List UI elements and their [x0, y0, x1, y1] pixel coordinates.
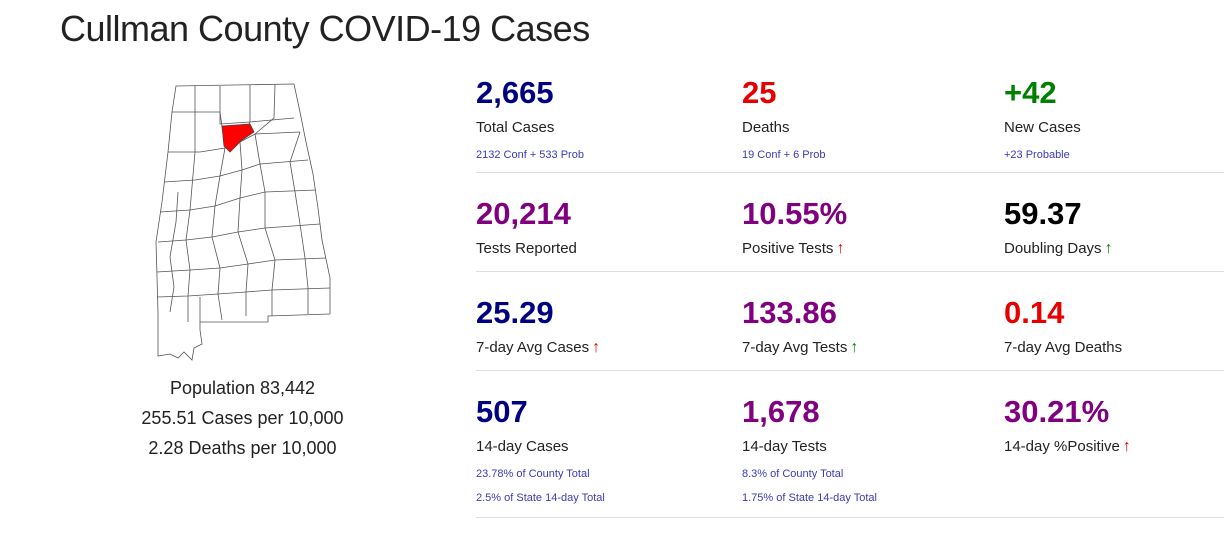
stats-row-totals: 2,665 Total Cases 2132 Conf + 533 Prob 2… — [476, 70, 1224, 173]
tests-14day-label: 14-day Tests — [742, 438, 827, 455]
up-arrow-icon: ↑ — [836, 240, 845, 257]
doubling-days-label-row: Doubling Days ↑ — [1004, 239, 1113, 259]
positive-tests-label-row: Positive Tests ↑ — [742, 239, 847, 259]
new-cases-stat: +42 New Cases +23 Probable — [1004, 70, 1081, 162]
stats-row-7day: 25.29 7-day Avg Cases ↑ 133.86 7-day Avg … — [476, 272, 1224, 371]
county-summary: Population 83,442 255.51 Cases per 10,00… — [130, 373, 355, 463]
deaths-per-10000-text: 2.28 Deaths per 10,000 — [148, 438, 337, 458]
cases-14day-county-pct: 23.78% of County Total — [476, 468, 590, 480]
positive-14day-label-row: 14-day %Positive ↑ — [1004, 437, 1131, 457]
tests-reported-stat: 20,214 Tests Reported — [476, 173, 577, 259]
avg-cases-7day-stat: 25.29 7-day Avg Cases ↑ — [476, 272, 600, 358]
positive-tests-stat: 10.55% Positive Tests ↑ — [742, 173, 847, 259]
total-cases-stat: 2,665 Total Cases 2132 Conf + 533 Prob — [476, 70, 584, 162]
avg-cases-7day-label: 7-day Avg Cases — [476, 339, 590, 356]
up-arrow-icon: ↑ — [1122, 438, 1131, 455]
cullman-county-highlight[interactable] — [221, 123, 255, 153]
tests-reported-value: 20,214 — [476, 196, 571, 231]
new-cases-value: +42 — [1004, 75, 1057, 110]
total-cases-breakdown: 2132 Conf + 533 Prob — [476, 149, 584, 161]
up-arrow-icon: ↑ — [1104, 240, 1113, 257]
total-cases-value: 2,665 — [476, 75, 554, 110]
stats-grid: 2,665 Total Cases 2132 Conf + 533 Prob 2… — [476, 70, 1224, 518]
cases-per-10000-text: 255.51 Cases per 10,000 — [141, 408, 344, 428]
stats-row-tests: 20,214 Tests Reported 10.55% Positive Te… — [476, 173, 1224, 272]
deaths-label: Deaths — [742, 119, 790, 136]
avg-deaths-7day-stat: 0.14 7-day Avg Deaths — [1004, 272, 1122, 358]
deaths-value: 25 — [742, 75, 777, 110]
up-arrow-icon: ↑ — [592, 339, 601, 356]
positive-14day-stat: 30.21% 14-day %Positive ↑ — [1004, 371, 1131, 457]
deaths-breakdown: 19 Conf + 6 Prob — [742, 149, 826, 161]
avg-cases-7day-label-row: 7-day Avg Cases ↑ — [476, 338, 600, 358]
avg-cases-7day-value: 25.29 — [476, 295, 554, 330]
new-cases-breakdown: +23 Probable — [1004, 149, 1070, 161]
tests-reported-label: Tests Reported — [476, 240, 577, 257]
cases-14day-state-pct: 2.5% of State 14-day Total — [476, 492, 605, 504]
positive-14day-value: 30.21% — [1004, 394, 1110, 429]
state-outline — [155, 83, 331, 361]
alabama-county-map[interactable] — [150, 82, 335, 364]
doubling-days-value: 59.37 — [1004, 196, 1082, 231]
stats-row-14day: 507 14-day Cases 23.78% of County Total … — [476, 371, 1224, 518]
cases-14day-stat: 507 14-day Cases 23.78% of County Total … — [476, 371, 605, 505]
avg-tests-7day-stat: 133.86 7-day Avg Tests ↑ — [742, 272, 858, 358]
total-cases-label: Total Cases — [476, 119, 555, 136]
avg-deaths-7day-label: 7-day Avg Deaths — [1004, 339, 1123, 356]
positive-tests-label: Positive Tests — [742, 240, 834, 257]
new-cases-label: New Cases — [1004, 119, 1081, 136]
positive-tests-value: 10.55% — [742, 196, 848, 231]
doubling-days-label: Doubling Days — [1004, 240, 1102, 257]
deaths-stat: 25 Deaths 19 Conf + 6 Prob — [742, 70, 825, 162]
tests-14day-stat: 1,678 14-day Tests 8.3% of County Total … — [742, 371, 877, 505]
avg-tests-7day-label: 7-day Avg Tests — [742, 339, 848, 356]
avg-tests-7day-label-row: 7-day Avg Tests ↑ — [742, 338, 858, 358]
tests-14day-county-pct: 8.3% of County Total — [742, 468, 844, 480]
tests-14day-value: 1,678 — [742, 394, 820, 429]
cases-14day-value: 507 — [476, 394, 528, 429]
positive-14day-label: 14-day %Positive — [1004, 438, 1120, 455]
avg-tests-7day-value: 133.86 — [742, 295, 837, 330]
page-title: Cullman County COVID-19 Cases — [60, 8, 590, 49]
population-text: Population 83,442 — [169, 378, 316, 398]
up-arrow-icon: ↑ — [850, 339, 859, 356]
avg-deaths-7day-value: 0.14 — [1004, 295, 1065, 330]
cases-14day-label: 14-day Cases — [476, 438, 569, 455]
doubling-days-stat: 59.37 Doubling Days ↑ — [1004, 173, 1113, 259]
tests-14day-state-pct: 1.75% of State 14-day Total — [742, 492, 877, 504]
